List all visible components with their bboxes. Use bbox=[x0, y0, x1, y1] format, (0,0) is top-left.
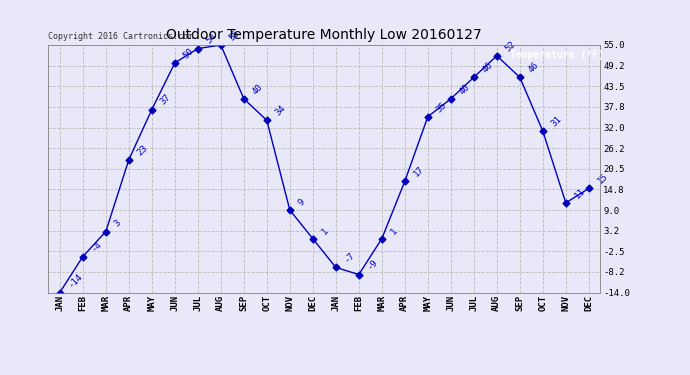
Text: 1: 1 bbox=[319, 226, 330, 236]
Text: -7: -7 bbox=[343, 251, 357, 265]
Text: 34: 34 bbox=[274, 104, 288, 117]
Text: 46: 46 bbox=[481, 60, 495, 75]
Title: Outdoor Temperature Monthly Low 20160127: Outdoor Temperature Monthly Low 20160127 bbox=[166, 28, 482, 42]
Text: Copyright 2016 Cartronics.com: Copyright 2016 Cartronics.com bbox=[48, 32, 193, 41]
Text: 55: 55 bbox=[228, 28, 242, 42]
Text: 17: 17 bbox=[412, 165, 426, 178]
Text: 1: 1 bbox=[388, 226, 399, 236]
Text: 52: 52 bbox=[504, 39, 518, 53]
Text: 23: 23 bbox=[136, 143, 150, 157]
Text: Temperature (°F): Temperature (°F) bbox=[510, 50, 604, 60]
Text: 15: 15 bbox=[595, 172, 610, 186]
Text: -14: -14 bbox=[67, 272, 84, 290]
Text: 50: 50 bbox=[181, 46, 196, 60]
Text: 9: 9 bbox=[297, 197, 307, 207]
Text: -4: -4 bbox=[90, 240, 104, 254]
Text: 37: 37 bbox=[159, 93, 172, 107]
Text: 40: 40 bbox=[457, 82, 472, 96]
Text: 54: 54 bbox=[205, 32, 219, 46]
Text: 31: 31 bbox=[550, 114, 564, 128]
Text: -9: -9 bbox=[366, 258, 380, 272]
Text: 35: 35 bbox=[435, 100, 448, 114]
Text: 46: 46 bbox=[526, 60, 541, 75]
Text: 3: 3 bbox=[112, 219, 123, 229]
Text: 11: 11 bbox=[573, 186, 586, 200]
Text: 40: 40 bbox=[250, 82, 265, 96]
